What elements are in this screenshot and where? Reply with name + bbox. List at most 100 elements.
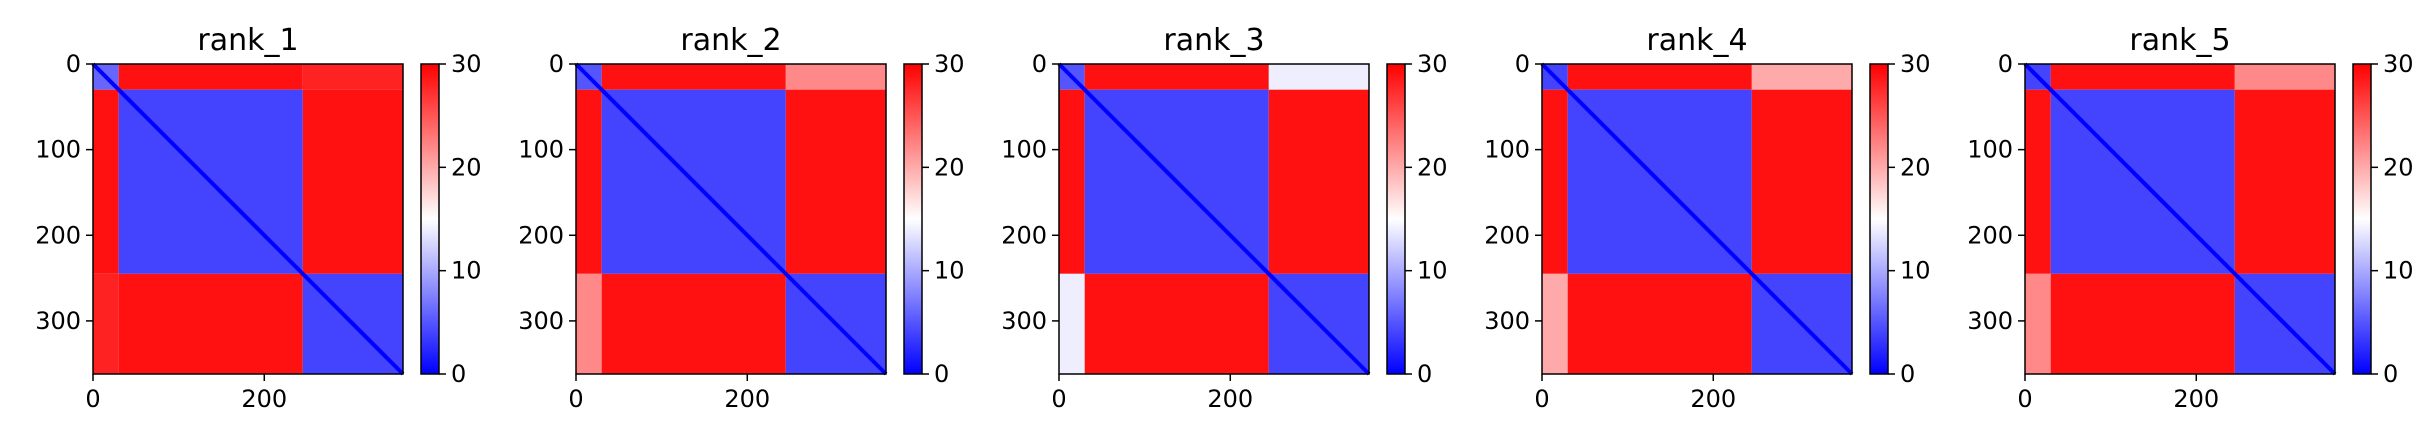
y-tick-label: 100: [518, 136, 564, 164]
colorbar-frame: [420, 63, 440, 375]
y-tick-label: 300: [1484, 307, 1530, 335]
x-tick-label: 200: [2173, 385, 2219, 413]
colorbar-tick-label: 30: [1417, 50, 1448, 78]
heatmap-diagonal: [1057, 62, 1371, 376]
colorbar-tick-label: 20: [934, 153, 965, 181]
y-tick-label: 100: [1484, 136, 1530, 164]
colorbar-tick-label: 20: [1900, 153, 1931, 181]
heatmap-cell: [1268, 64, 1369, 90]
panel-rank_1: rank_1 0 200 0 100 200 300 0 10 20 30: [35, 23, 481, 413]
axes-frame: [1058, 63, 1370, 375]
colorbar-tick-label: 30: [451, 50, 482, 78]
x-tick-label: 0: [2017, 385, 2032, 413]
axes-frame: [1541, 63, 1853, 375]
colorbar: [421, 64, 439, 374]
colorbar-tick-label: 30: [1900, 50, 1931, 78]
heatmap-cell: [785, 89, 886, 274]
heatmap-cell: [785, 64, 886, 90]
heatmap-cell: [1567, 64, 1752, 90]
heatmap-cell: [118, 273, 303, 374]
y-tick-label: 0: [1998, 50, 2013, 78]
y-tick-label: 200: [518, 221, 564, 249]
heatmap-cell: [1084, 273, 1269, 374]
colorbar-tick-label: 10: [1900, 257, 1931, 285]
heatmap-diagonal: [574, 62, 888, 376]
panel-rank_3: rank_3 0 200 0 100 200 300 0 10 20 30: [1001, 23, 1447, 413]
colorbar-tick-label: 10: [1417, 257, 1448, 285]
y-tick-label: 300: [1967, 307, 2013, 335]
x-tick-label: 0: [1534, 385, 1549, 413]
heatmap-cell: [1059, 273, 1085, 374]
colorbar-tick-label: 0: [934, 360, 949, 388]
y-tick-label: 300: [1001, 307, 1047, 335]
heatmap-diagonal: [2023, 62, 2337, 376]
panel-rank_2: rank_2 0 200 0 100 200 300 0 10 20 30: [518, 23, 964, 413]
heatmap-cell: [2050, 273, 2235, 374]
colorbar: [2353, 64, 2371, 374]
heatmap-cell: [302, 89, 403, 274]
heatmap-cell: [1751, 89, 1852, 274]
panel-title: rank_5: [2129, 23, 2230, 58]
heatmap-cell: [93, 273, 119, 374]
heatmap-cell: [1567, 273, 1752, 374]
y-tick-label: 0: [1032, 50, 1047, 78]
panel-title: rank_1: [197, 23, 298, 58]
x-tick-label: 0: [568, 385, 583, 413]
x-tick-label: 200: [1690, 385, 1736, 413]
colorbar-frame: [1386, 63, 1406, 375]
colorbar-tick-label: 0: [2383, 360, 2398, 388]
heatmap-cell: [118, 64, 303, 90]
y-tick-label: 300: [518, 307, 564, 335]
x-tick-label: 0: [1051, 385, 1066, 413]
axes-frame: [2024, 63, 2336, 375]
y-tick-label: 200: [1001, 221, 1047, 249]
y-tick-label: 0: [1515, 50, 1530, 78]
heatmap-cell: [576, 273, 602, 374]
x-tick-label: 0: [85, 385, 100, 413]
colorbar-tick-label: 20: [451, 153, 482, 181]
heatmap-cell: [1059, 89, 1085, 274]
colorbar: [1387, 64, 1405, 374]
colorbar: [904, 64, 922, 374]
heatmap-cell: [1542, 273, 1568, 374]
panel-title: rank_4: [1646, 23, 1747, 58]
y-tick-label: 200: [35, 221, 81, 249]
x-tick-label: 200: [724, 385, 770, 413]
y-tick-label: 200: [1967, 221, 2013, 249]
colorbar-tick-label: 10: [451, 257, 482, 285]
heatmap-cell: [2234, 89, 2335, 274]
heatmap-cell: [1084, 64, 1269, 90]
colorbar-tick-label: 20: [1417, 153, 1448, 181]
colorbar-frame: [903, 63, 923, 375]
heatmap-cell: [93, 89, 119, 274]
colorbar-tick-label: 0: [1900, 360, 1915, 388]
heatmap-cell: [2050, 64, 2235, 90]
heatmap-cell: [2234, 64, 2335, 90]
heatmap-diagonal: [91, 62, 405, 376]
y-tick-label: 200: [1484, 221, 1530, 249]
colorbar-frame: [1869, 63, 1889, 375]
colorbar: [1870, 64, 1888, 374]
x-tick-label: 200: [1207, 385, 1253, 413]
y-tick-label: 100: [35, 136, 81, 164]
y-tick-label: 0: [549, 50, 564, 78]
heatmap-cell: [2025, 273, 2051, 374]
heatmap-cell: [302, 64, 403, 90]
y-tick-label: 100: [1967, 136, 2013, 164]
panel-title: rank_3: [1163, 23, 1264, 58]
y-tick-label: 0: [66, 50, 81, 78]
colorbar-tick-label: 10: [934, 257, 965, 285]
heatmap-cell: [1751, 64, 1852, 90]
axes-frame: [92, 63, 404, 375]
heatmap-cell: [1268, 89, 1369, 274]
colorbar-tick-label: 30: [934, 50, 965, 78]
panel-rank_4: rank_4 0 200 0 100 200 300 0 10 20 30: [1484, 23, 1930, 413]
colorbar-tick-label: 10: [2383, 257, 2414, 285]
colorbar-tick-label: 0: [1417, 360, 1432, 388]
heatmap-cell: [601, 273, 786, 374]
panel-title: rank_2: [680, 23, 781, 58]
y-tick-label: 100: [1001, 136, 1047, 164]
heatmap-diagonal: [1540, 62, 1854, 376]
colorbar-frame: [2352, 63, 2372, 375]
